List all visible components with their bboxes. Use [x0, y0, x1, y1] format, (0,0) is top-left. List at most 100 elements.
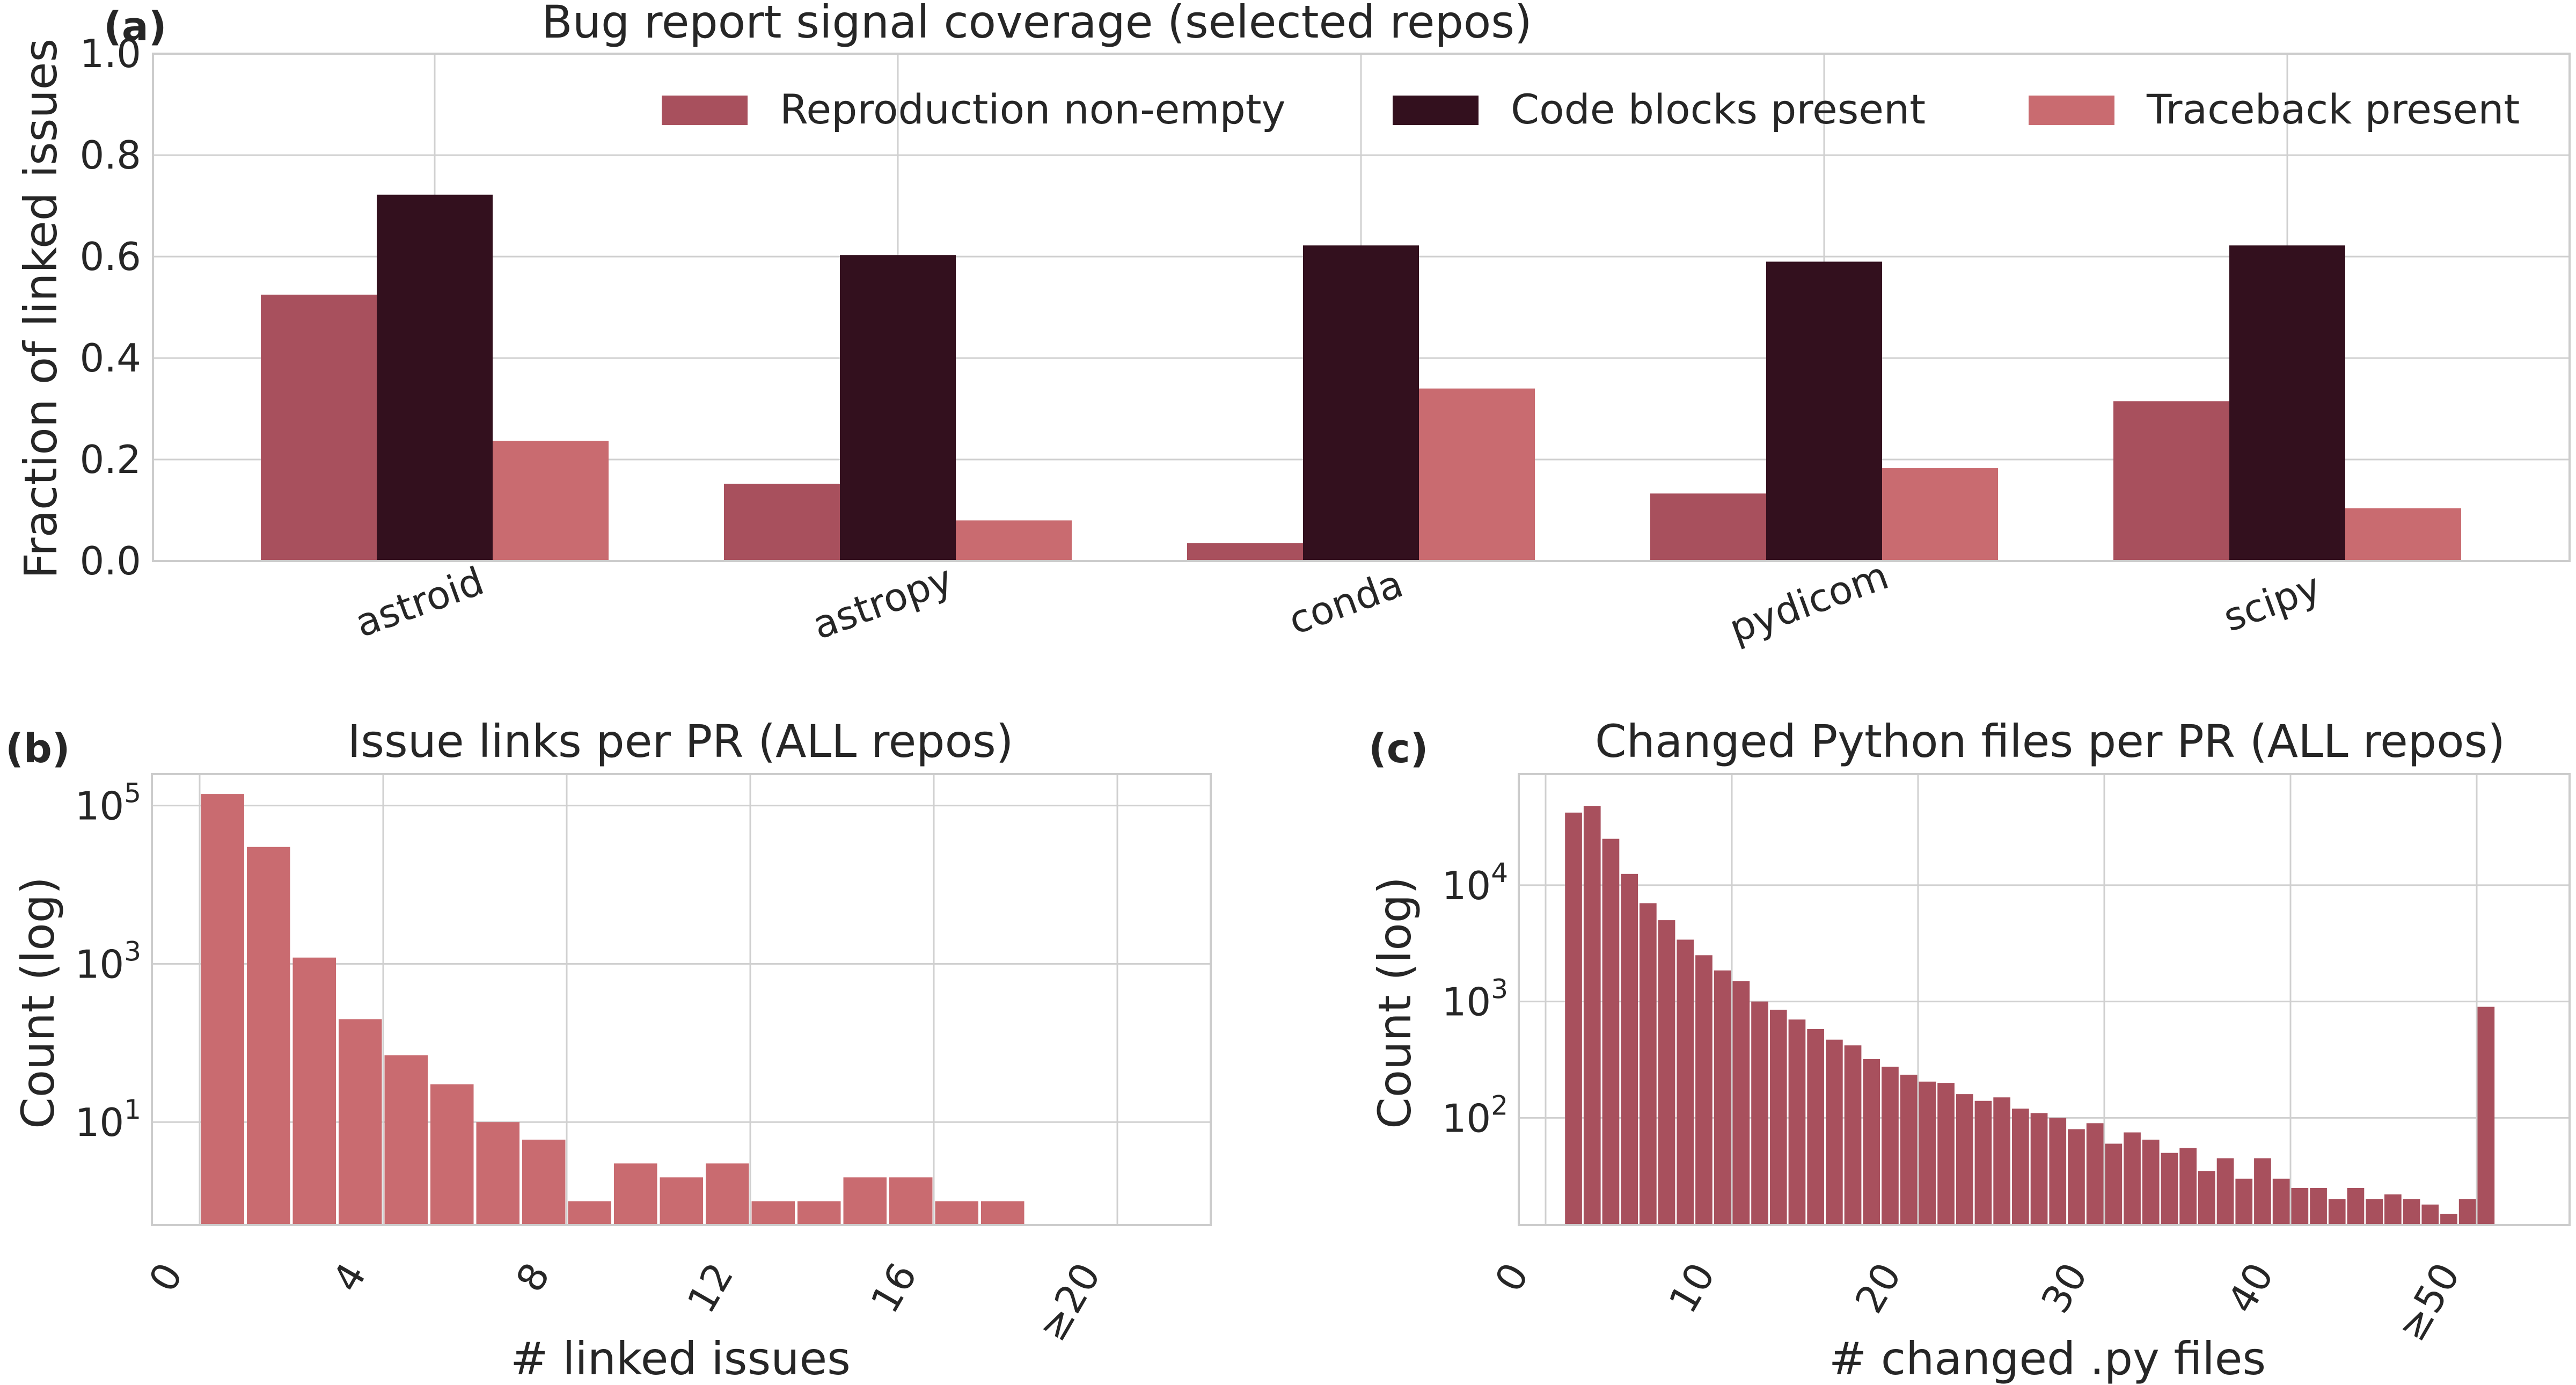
- bar-astroid-s0: [261, 294, 377, 561]
- panel-c-bar-44: [2366, 1199, 2383, 1225]
- panel-c-bar-4: [1621, 873, 1638, 1225]
- panel-b-bar-10: [660, 1177, 703, 1225]
- panel-c-bar-48: [2440, 1213, 2457, 1225]
- panel-c-bar-32: [2142, 1139, 2160, 1225]
- panel-c-gridlines: [1519, 774, 2570, 1225]
- legend-swatch-s0: [662, 96, 748, 125]
- panel-b-y-tick-label: 105: [75, 778, 141, 829]
- panel-b-y-tick-label: 103: [75, 936, 141, 987]
- panel-c-bar-34: [2179, 1148, 2197, 1225]
- bar-scipy-s0: [2113, 401, 2229, 561]
- panel-b-bar-17: [981, 1201, 1024, 1225]
- legend-label-s0: Reproduction non-empty: [780, 85, 1285, 133]
- panel-c-bar-2: [1583, 806, 1601, 1225]
- panel-a-y-axis-label: Fraction of linked issues: [14, 39, 67, 579]
- panel-a-x-tick-label: astroid: [349, 558, 489, 646]
- panel-c-y-tick-label: 104: [1442, 857, 1508, 908]
- bar-astroid-s2: [493, 441, 609, 561]
- panel-c-x-axis-label: # changed .py files: [1829, 1332, 2266, 1385]
- panel-c-label: (c): [1368, 726, 1429, 772]
- panel-b-x-tick-label: 0: [140, 1256, 192, 1300]
- bar-pydicom-s2: [1882, 468, 1998, 561]
- bar-astropy-s0: [724, 484, 840, 561]
- panel-b-bar-7: [522, 1139, 566, 1225]
- panel-a-plot-frame: [152, 53, 2571, 562]
- panel-c-bar-46: [2403, 1199, 2420, 1225]
- bar-conda-s1: [1303, 245, 1419, 562]
- panel-b-x-tick-label: ≥20: [1029, 1256, 1109, 1349]
- panel-a: (a) Bug report signal coverage (selected…: [14, 0, 2571, 652]
- panel-c-bar-43: [2347, 1187, 2365, 1225]
- panel-c-bar-50: [2477, 1007, 2495, 1225]
- panel-c-bar-22: [1956, 1094, 1973, 1225]
- bar-astropy-s1: [840, 255, 956, 561]
- bar-scipy-s2: [2345, 508, 2461, 561]
- panel-c-bar-9: [1714, 970, 1731, 1225]
- panel-c-bar-16: [1844, 1045, 1862, 1225]
- legend-label-s2: Traceback present: [2146, 85, 2520, 133]
- panel-c-bar-42: [2328, 1199, 2346, 1225]
- panel-a-title: Bug report signal coverage (selected rep…: [541, 0, 1532, 48]
- panel-c-bar-11: [1751, 1001, 1768, 1225]
- panel-c-bar-35: [2198, 1171, 2215, 1225]
- panel-c-bar-31: [2124, 1132, 2141, 1225]
- panel-b-bar-11: [706, 1163, 749, 1225]
- panel-c-bar-37: [2235, 1178, 2253, 1225]
- panel-c-bar-3: [1602, 839, 1620, 1225]
- panel-b: (b) Issue links per PR (ALL repos) Count…: [5, 715, 1212, 1385]
- panel-b-x-tick-label: 16: [862, 1256, 926, 1321]
- panel-c-title: Changed Python files per PR (ALL repos): [1595, 715, 2505, 768]
- legend-label-s1: Code blocks present: [1511, 85, 1926, 133]
- panel-a-x-tick-label: pydicom: [1723, 552, 1894, 651]
- panel-c-x-tick-label: 20: [1846, 1256, 1910, 1321]
- panel-c-x-tick-label: 10: [1660, 1256, 1724, 1321]
- panel-c-y-axis-label: Count (log): [1368, 877, 1421, 1129]
- panel-c-y-tick-label: 102: [1442, 1090, 1508, 1141]
- panel-c-bar-45: [2384, 1194, 2402, 1225]
- panel-c-y-tick-label: 103: [1442, 974, 1508, 1025]
- bar-astroid-s1: [377, 194, 493, 562]
- panel-c-bar-1: [1565, 812, 1582, 1225]
- panel-c-bar-20: [1919, 1081, 1936, 1225]
- panel-c: (c) Changed Python files per PR (ALL rep…: [1368, 715, 2571, 1385]
- panel-c-bar-38: [2254, 1158, 2271, 1225]
- panel-b-bar-13: [797, 1201, 841, 1225]
- panel-a-y-tick-labels: 0.0 0.2 0.4 0.6 0.8 1.0: [79, 31, 141, 584]
- bar-pydicom-s1: [1766, 261, 1882, 561]
- bar-scipy-s1: [2229, 245, 2345, 562]
- panel-a-bars: [261, 194, 2461, 562]
- panel-c-bar-5: [1640, 903, 1657, 1225]
- panel-c-bar-40: [2291, 1187, 2309, 1225]
- panel-a-label: (a): [104, 4, 167, 50]
- panel-c-bar-26: [2030, 1113, 2048, 1225]
- panel-b-label: (b): [5, 726, 70, 772]
- panel-a-y-tick-label: 1.0: [79, 31, 141, 76]
- panel-b-bar-15: [889, 1177, 933, 1225]
- panel-b-bar-1: [247, 847, 290, 1225]
- panel-b-bar-8: [568, 1201, 611, 1225]
- bar-astropy-s2: [956, 520, 1072, 561]
- panel-c-bar-8: [1695, 955, 1713, 1225]
- panel-b-x-tick-label: 12: [678, 1256, 742, 1321]
- panel-a-legend: Reproduction non-empty Code blocks presen…: [662, 85, 2520, 133]
- bar-conda-s0: [1187, 543, 1303, 561]
- panel-b-bar-4: [384, 1055, 428, 1225]
- panel-c-bar-19: [1900, 1074, 1918, 1225]
- legend-swatch-s2: [2029, 96, 2114, 125]
- legend-swatch-s1: [1393, 96, 1479, 125]
- panel-a-y-tick-label: 0.8: [79, 133, 141, 178]
- panel-c-bar-36: [2216, 1158, 2234, 1225]
- panel-b-bar-6: [476, 1122, 519, 1225]
- bar-conda-s2: [1419, 388, 1535, 561]
- panel-b-title: Issue links per PR (ALL repos): [347, 715, 1013, 768]
- panel-b-bar-16: [935, 1201, 978, 1225]
- panel-b-y-axis-label: Count (log): [12, 877, 64, 1129]
- panel-a-x-tick-label: conda: [1283, 561, 1409, 644]
- panel-b-plot-frame: [151, 773, 1212, 1226]
- panel-c-x-tick-label: ≥50: [2389, 1256, 2469, 1349]
- panel-b-bar-14: [843, 1177, 887, 1225]
- panel-c-bar-23: [1974, 1100, 1992, 1225]
- panel-c-bar-12: [1769, 1009, 1787, 1225]
- panel-c-bar-15: [1826, 1039, 1843, 1225]
- panel-b-bar-3: [339, 1019, 382, 1225]
